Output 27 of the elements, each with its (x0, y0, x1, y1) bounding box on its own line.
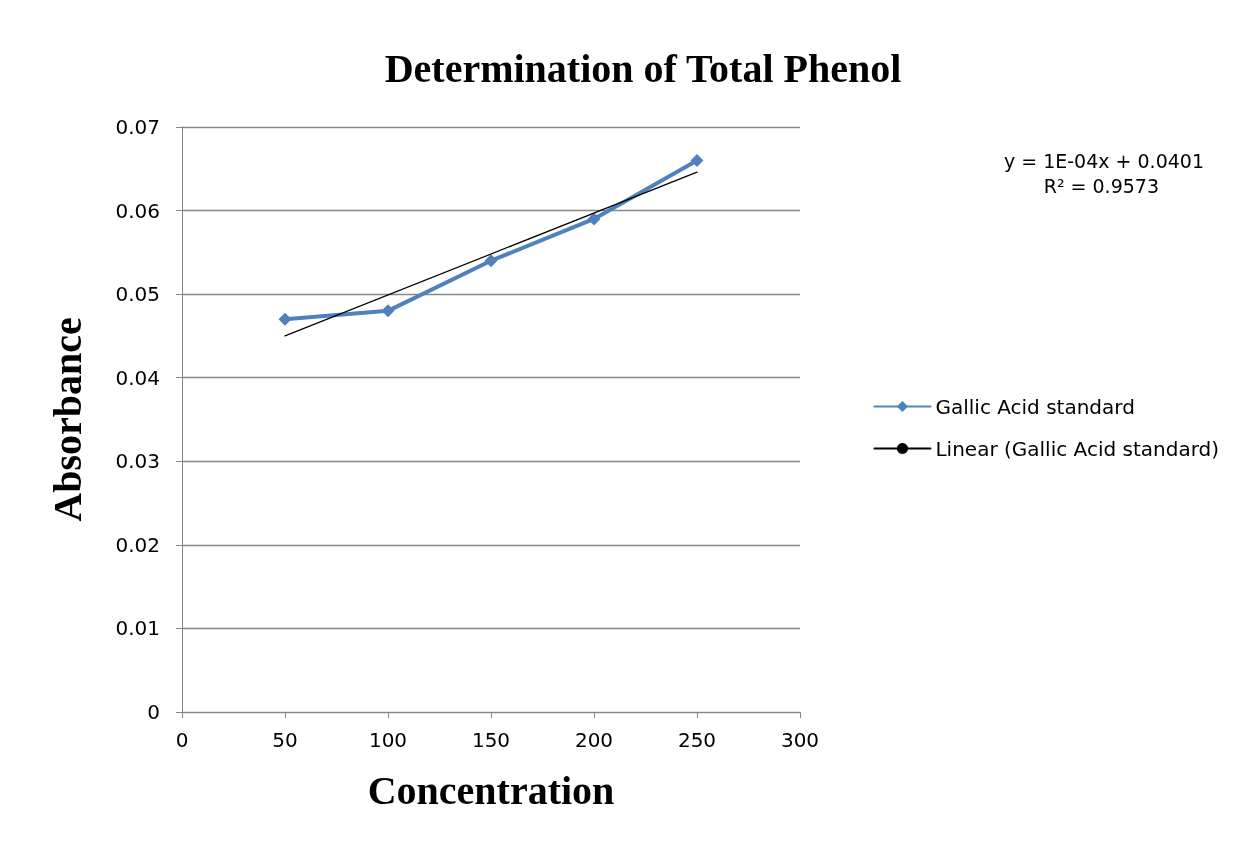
point (484, 254, 498, 268)
x-axis-title: Concentration (367, 767, 615, 813)
point (381, 304, 395, 318)
legend-label: Gallic Acid standard (935, 394, 1135, 419)
y-tick-label: 0.05 (115, 282, 160, 307)
point (278, 312, 292, 326)
y-tick-label: 0.06 (115, 198, 160, 223)
x-tick-label: 300 (780, 728, 820, 752)
point (690, 153, 704, 167)
y-tick-label: 0.03 (115, 449, 160, 474)
y-axis-title: Absorbance (44, 317, 90, 522)
x-tick-label: 250 (677, 728, 717, 752)
x-tick-label: 0 (175, 728, 189, 752)
y-tick-label: 0 (147, 700, 160, 724)
y-tick-label: 0.07 (115, 115, 160, 139)
x-tick-label: 150 (471, 728, 511, 752)
text: y = 1E-04x + 0.0401 (1003, 149, 1204, 172)
x-tick-label: 200 (574, 728, 614, 752)
x-tick-label: 50 (272, 728, 298, 752)
text: R² = 0.9573 (1043, 174, 1160, 197)
y-tick-label: 0.02 (115, 532, 160, 557)
legend-label: Linear (Gallic Acid standard) (935, 436, 1219, 461)
x-tick-label: 100 (368, 728, 408, 752)
chart-title: Determination of Total Phenol (384, 45, 902, 91)
point (587, 212, 601, 226)
y-tick-label: 0.04 (115, 365, 160, 390)
y-tick-label: 0.01 (115, 616, 160, 641)
